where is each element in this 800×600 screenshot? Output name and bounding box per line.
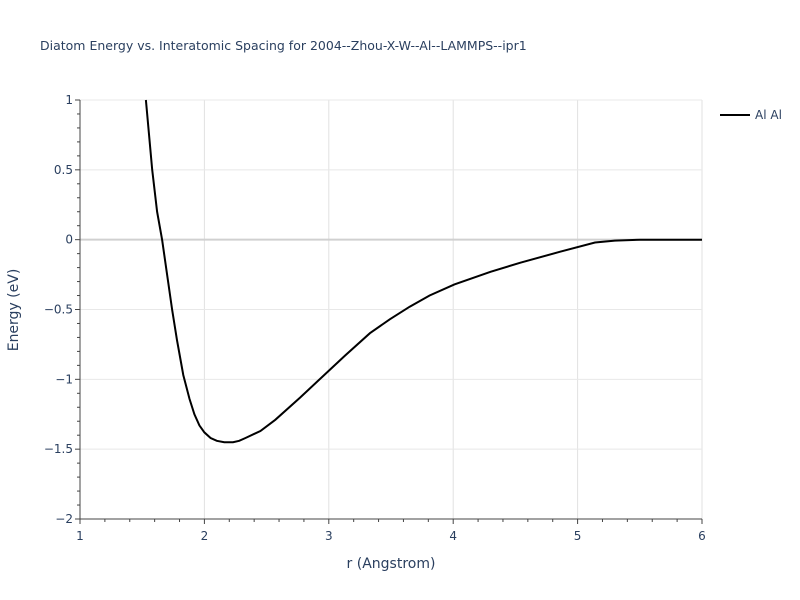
series-line-al-al[interactable] <box>144 99 702 444</box>
x-tick-label: 5 <box>574 529 582 543</box>
legend[interactable]: Al Al <box>720 108 782 122</box>
y-tick-label: −1.5 <box>44 442 73 456</box>
y-axis-label: Energy (eV) <box>6 269 22 352</box>
y-tick-label: 0 <box>65 233 73 247</box>
x-tick-label: 1 <box>76 529 84 543</box>
y-tick-label: −1 <box>55 372 73 386</box>
y-tick-label: −0.5 <box>44 303 73 317</box>
x-tick-label: 3 <box>325 529 333 543</box>
x-tick-label: 6 <box>698 529 706 543</box>
chart-title: Diatom Energy vs. Interatomic Spacing fo… <box>40 38 527 53</box>
y-tick-label: 0.5 <box>54 163 73 177</box>
y-tick-label: 1 <box>65 93 73 107</box>
y-tick-label: −2 <box>55 512 73 526</box>
x-tick-label: 2 <box>201 529 209 543</box>
x-axis-label: r (Angstrom) <box>347 556 436 572</box>
legend-label: Al Al <box>755 108 782 122</box>
x-tick-label: 4 <box>449 529 457 543</box>
